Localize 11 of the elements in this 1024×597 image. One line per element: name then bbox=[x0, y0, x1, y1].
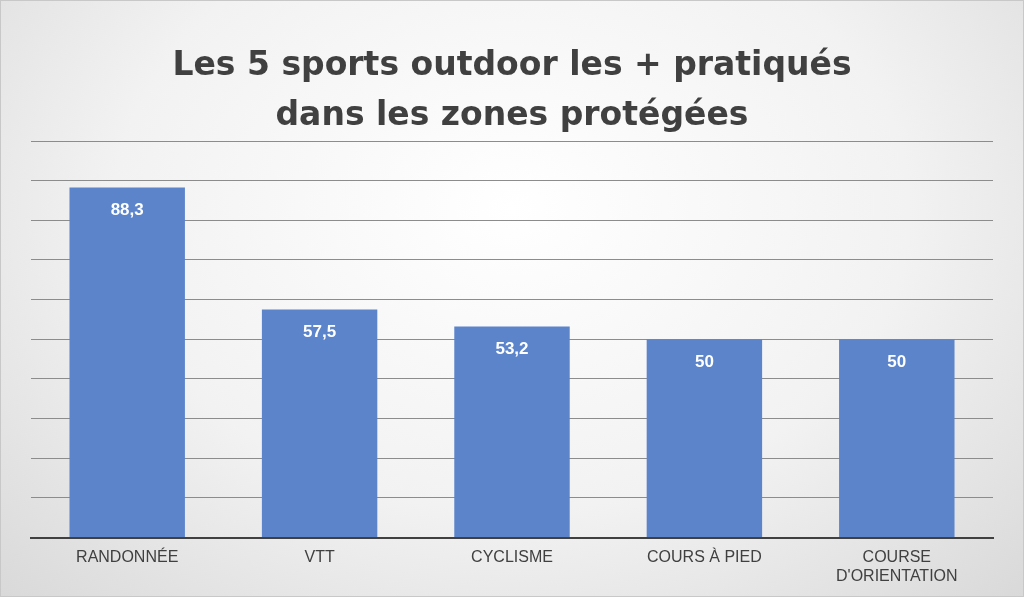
data-label: 53,2 bbox=[495, 339, 529, 359]
data-label: 50 bbox=[887, 351, 907, 371]
x-tick-label: VTT bbox=[304, 547, 335, 565]
chart-title: Les 5 sports outdoor les + pratiqués dans les zones protégées bbox=[171, 43, 853, 135]
data-label: 50 bbox=[694, 351, 714, 371]
x-tick-label: RANDONNÉE bbox=[76, 546, 179, 565]
x-tick-label: COURS À PIED bbox=[647, 546, 762, 565]
data-label: 88,3 bbox=[110, 200, 144, 220]
x-tick-label: COURSE D'ORIENTATION bbox=[836, 547, 958, 584]
x-tick-label: CYCLISME bbox=[471, 547, 553, 565]
data-label: 57,5 bbox=[303, 322, 337, 342]
